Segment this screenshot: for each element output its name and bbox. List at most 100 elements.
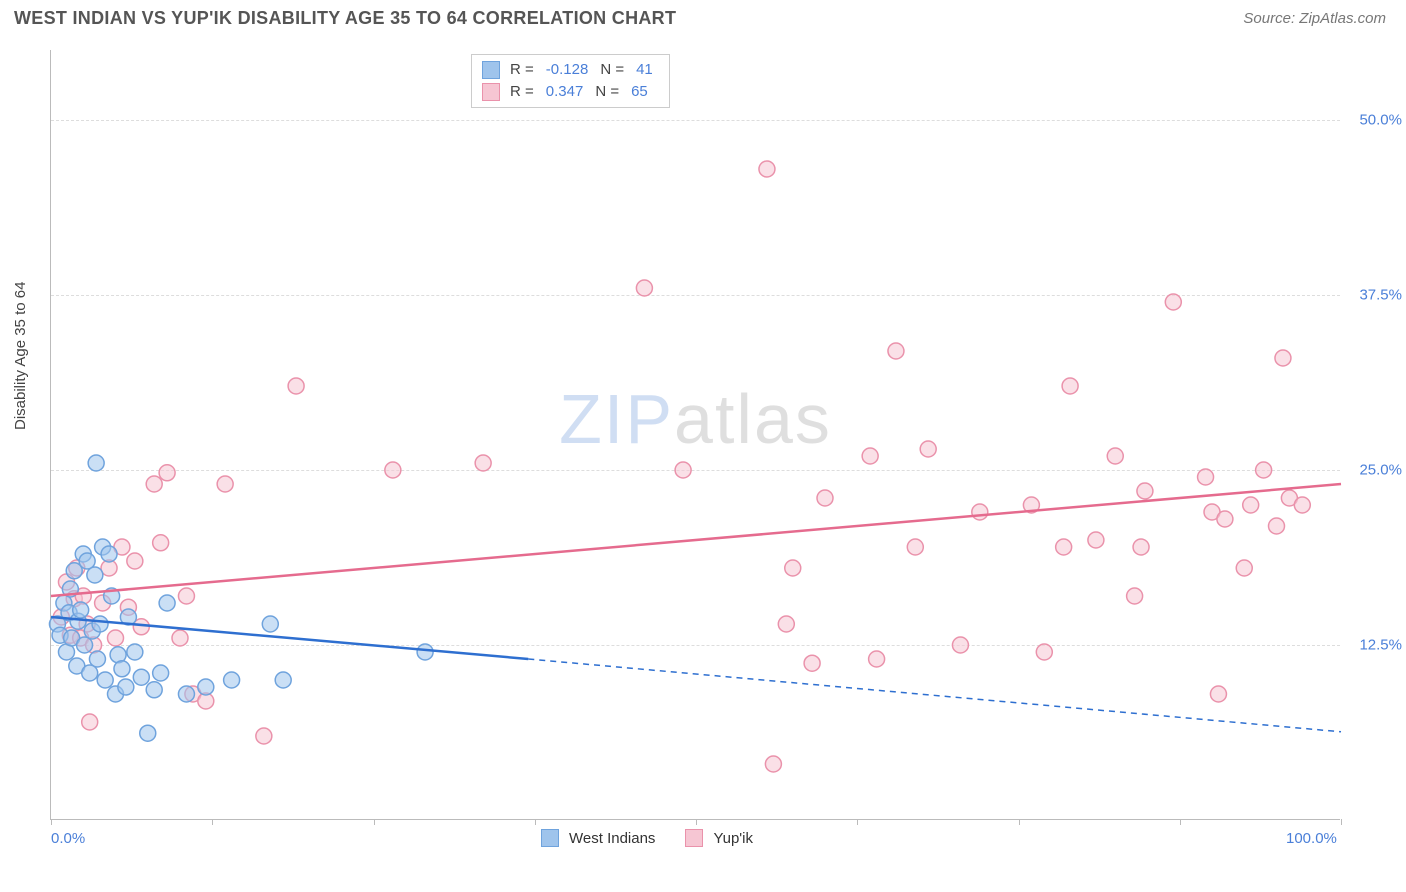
- scatter-point: [97, 672, 113, 688]
- x-tick-label: 0.0%: [51, 830, 85, 847]
- swatch-yupik: [482, 83, 500, 101]
- x-tick: [212, 819, 213, 825]
- scatter-point: [159, 595, 175, 611]
- scatter-point: [217, 476, 233, 492]
- legend-label-1: Yup'ik: [713, 830, 753, 847]
- scatter-point: [636, 280, 652, 296]
- scatter-point: [256, 728, 272, 744]
- scatter-point: [475, 455, 491, 471]
- scatter-point: [1107, 448, 1123, 464]
- scatter-point: [1217, 511, 1233, 527]
- scatter-point: [82, 714, 98, 730]
- scatter-point: [288, 378, 304, 394]
- scatter-point: [765, 756, 781, 772]
- n-value-1: 65: [631, 81, 648, 103]
- r-value-0: -0.128: [546, 59, 589, 81]
- scatter-point: [101, 546, 117, 562]
- legend-label-0: West Indians: [569, 830, 655, 847]
- scatter-point: [417, 644, 433, 660]
- x-tick: [51, 819, 52, 825]
- stats-legend-box: R = -0.128 N = 41 R = 0.347 N = 65: [471, 54, 670, 108]
- scatter-point: [1236, 560, 1252, 576]
- scatter-point: [178, 686, 194, 702]
- x-tick: [1341, 819, 1342, 825]
- bottom-legend: West Indians Yup'ik: [541, 829, 753, 847]
- scatter-point: [778, 616, 794, 632]
- scatter-point: [1088, 532, 1104, 548]
- x-tick: [1180, 819, 1181, 825]
- scatter-point: [73, 602, 89, 618]
- scatter-point: [1256, 462, 1272, 478]
- legend-item-yupik: Yup'ik: [685, 829, 753, 847]
- r-label: R =: [510, 59, 534, 81]
- scatter-svg: [51, 50, 1340, 819]
- y-tick-label: 25.0%: [1359, 462, 1402, 479]
- scatter-point: [759, 161, 775, 177]
- scatter-point: [133, 669, 149, 685]
- y-axis-label: Disability Age 35 to 64: [12, 282, 29, 430]
- scatter-point: [108, 630, 124, 646]
- scatter-point: [1275, 350, 1291, 366]
- x-tick: [857, 819, 858, 825]
- n-label: N =: [600, 59, 624, 81]
- scatter-point: [1133, 539, 1149, 555]
- scatter-point: [1056, 539, 1072, 555]
- y-tick-label: 37.5%: [1359, 287, 1402, 304]
- scatter-point: [907, 539, 923, 555]
- swatch-west-indians: [482, 61, 500, 79]
- source-name: ZipAtlas.com: [1299, 10, 1386, 27]
- scatter-point: [159, 465, 175, 481]
- scatter-point: [1269, 518, 1285, 534]
- scatter-point: [140, 725, 156, 741]
- legend-swatch-0: [541, 829, 559, 847]
- scatter-point: [804, 655, 820, 671]
- scatter-point: [1198, 469, 1214, 485]
- scatter-point: [952, 637, 968, 653]
- scatter-point: [385, 462, 401, 478]
- scatter-point: [198, 679, 214, 695]
- scatter-point: [869, 651, 885, 667]
- scatter-point: [153, 535, 169, 551]
- scatter-point: [92, 616, 108, 632]
- n-value-0: 41: [636, 59, 653, 81]
- scatter-point: [275, 672, 291, 688]
- y-tick-label: 12.5%: [1359, 637, 1402, 654]
- scatter-point: [178, 588, 194, 604]
- scatter-point: [1210, 686, 1226, 702]
- scatter-point: [1137, 483, 1153, 499]
- n-label-1: N =: [595, 81, 619, 103]
- scatter-point: [785, 560, 801, 576]
- scatter-point: [675, 462, 691, 478]
- legend-swatch-1: [685, 829, 703, 847]
- scatter-point: [153, 665, 169, 681]
- scatter-point: [114, 661, 130, 677]
- x-tick-label: 100.0%: [1286, 830, 1337, 847]
- stats-row-west-indians: R = -0.128 N = 41: [482, 59, 659, 81]
- scatter-point: [1165, 294, 1181, 310]
- scatter-point: [146, 682, 162, 698]
- trend-line: [51, 484, 1341, 596]
- scatter-point: [224, 672, 240, 688]
- scatter-point: [146, 476, 162, 492]
- x-tick: [1019, 819, 1020, 825]
- r-value-1: 0.347: [546, 81, 584, 103]
- scatter-point: [972, 504, 988, 520]
- scatter-point: [87, 567, 103, 583]
- scatter-point: [817, 490, 833, 506]
- x-tick: [696, 819, 697, 825]
- scatter-point: [127, 553, 143, 569]
- header: WEST INDIAN VS YUP'IK DISABILITY AGE 35 …: [0, 0, 1406, 33]
- scatter-point: [1036, 644, 1052, 660]
- scatter-point: [262, 616, 278, 632]
- scatter-point: [862, 448, 878, 464]
- scatter-point: [172, 630, 188, 646]
- scatter-point: [1127, 588, 1143, 604]
- scatter-point: [88, 455, 104, 471]
- x-tick: [374, 819, 375, 825]
- chart-plot-area: ZIPatlas R = -0.128 N = 41 R = 0.347 N =…: [50, 50, 1340, 820]
- scatter-point: [920, 441, 936, 457]
- legend-item-west-indians: West Indians: [541, 829, 655, 847]
- stats-row-yupik: R = 0.347 N = 65: [482, 81, 659, 103]
- scatter-point: [118, 679, 134, 695]
- source-prefix: Source:: [1243, 10, 1299, 27]
